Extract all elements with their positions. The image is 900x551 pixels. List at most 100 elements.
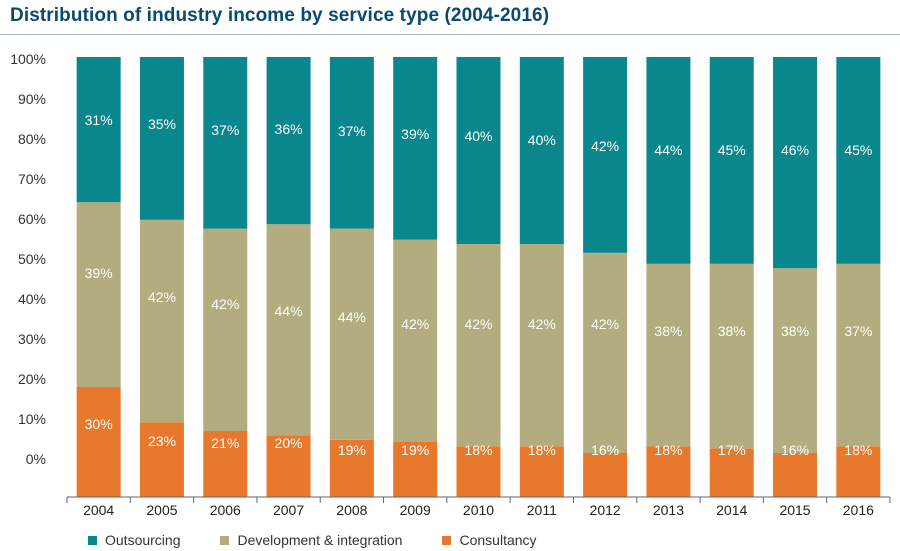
data-label-development-2006: 42%: [211, 296, 239, 312]
bar-consultancy-2016: [836, 446, 881, 497]
data-label-development-2005: 42%: [148, 289, 176, 305]
data-label-development-2004: 39%: [85, 265, 113, 281]
data-label-consultancy-2008: 19%: [338, 442, 366, 458]
x-tick-label: 2014: [716, 502, 747, 518]
data-label-outsourcing-2009: 39%: [401, 126, 429, 142]
bar-consultancy-2015: [773, 453, 818, 497]
data-label-consultancy-2009: 19%: [401, 442, 429, 458]
chart-legend: Outsourcing Development & integration Co…: [88, 532, 577, 548]
data-label-development-2009: 42%: [401, 316, 429, 332]
x-tick-label: 2007: [273, 502, 304, 518]
x-tick-label: 2008: [336, 502, 367, 518]
bar-development-2005: [139, 219, 184, 423]
bar-outsourcing-2011: [519, 57, 564, 244]
y-tick-label: 20%: [18, 371, 46, 387]
data-label-outsourcing-2008: 37%: [338, 123, 366, 139]
data-label-outsourcing-2007: 36%: [275, 121, 303, 137]
data-label-outsourcing-2004: 31%: [85, 112, 113, 128]
y-tick-label: 10%: [18, 411, 46, 427]
bar-consultancy-2010: [456, 446, 501, 497]
bar-outsourcing-2016: [836, 57, 881, 264]
data-label-consultancy-2014: 17%: [718, 442, 746, 458]
data-label-development-2014: 38%: [718, 323, 746, 339]
bar-development-2013: [646, 263, 691, 447]
bar-outsourcing-2010: [456, 57, 501, 244]
legend-item-outsourcing: Outsourcing: [88, 532, 180, 548]
data-label-consultancy-2007: 20%: [275, 435, 303, 451]
legend-label-outsourcing: Outsourcing: [105, 532, 181, 548]
bar-development-2014: [709, 263, 754, 449]
data-label-development-2010: 42%: [464, 316, 492, 332]
data-label-development-2013: 38%: [654, 323, 682, 339]
data-label-outsourcing-2010: 40%: [464, 128, 492, 144]
data-label-outsourcing-2012: 42%: [591, 138, 619, 154]
bar-consultancy-2008: [329, 439, 374, 497]
y-tick-label: 60%: [18, 211, 46, 227]
data-label-development-2008: 44%: [338, 309, 366, 325]
bar-outsourcing-2006: [203, 57, 248, 229]
y-tick-label: 30%: [18, 331, 46, 347]
bar-consultancy-2011: [519, 446, 564, 497]
x-tick-label: 2006: [210, 502, 241, 518]
legend-item-development: Development & integration: [220, 532, 402, 548]
data-label-outsourcing-2006: 37%: [211, 122, 239, 138]
x-tick-label: 2009: [400, 502, 431, 518]
data-label-development-2016: 37%: [844, 323, 872, 339]
bar-development-2010: [456, 244, 501, 447]
bar-development-2011: [519, 244, 564, 447]
bar-consultancy-2009: [393, 442, 438, 497]
y-tick-label: 70%: [18, 171, 46, 187]
data-label-consultancy-2012: 16%: [591, 442, 619, 458]
bar-consultancy-2013: [646, 446, 691, 497]
y-tick-label: 80%: [18, 131, 46, 147]
data-label-consultancy-2013: 18%: [654, 442, 682, 458]
data-label-development-2007: 44%: [275, 303, 303, 319]
data-label-outsourcing-2011: 40%: [528, 132, 556, 148]
bar-outsourcing-2007: [266, 57, 311, 225]
legend-label-consultancy: Consultancy: [459, 532, 537, 548]
bar-outsourcing-2005: [139, 57, 184, 220]
bar-outsourcing-2012: [583, 57, 628, 253]
bar-consultancy-2005: [139, 422, 184, 497]
x-tick-label: 2015: [779, 502, 810, 518]
x-tick-label: 2013: [653, 502, 684, 518]
stacked-bar-chart: 0% 10% 20% 30% 40% 50% 60% 70% 80% 90% 100% 30% 39% 3…: [10, 51, 891, 518]
bar-development-2008: [329, 228, 374, 440]
data-label-outsourcing-2015: 46%: [781, 142, 809, 158]
data-label-outsourcing-2013: 44%: [654, 142, 682, 158]
x-tick-label: 2005: [146, 502, 177, 518]
y-tick-label: 90%: [18, 91, 46, 107]
legend-item-consultancy: Consultancy: [442, 532, 537, 548]
bar-outsourcing-2009: [393, 57, 438, 240]
bar-development-2006: [203, 228, 248, 431]
bar-outsourcing-2008: [329, 57, 374, 229]
bar-outsourcing-2014: [709, 57, 754, 264]
y-tick-label: 40%: [18, 291, 46, 307]
legend-swatch-consultancy: [442, 535, 452, 545]
y-tick-label: 0%: [26, 451, 46, 467]
data-label-consultancy-2011: 18%: [528, 442, 556, 458]
title-divider: [0, 34, 900, 35]
data-label-development-2012: 42%: [591, 316, 619, 332]
bar-consultancy-2006: [203, 431, 248, 497]
bar-consultancy-2014: [709, 448, 754, 497]
data-label-development-2015: 38%: [781, 323, 809, 339]
legend-label-development: Development & integration: [237, 532, 403, 548]
y-tick-label: 100%: [10, 51, 46, 67]
bar-outsourcing-2015: [773, 57, 818, 269]
data-label-consultancy-2010: 18%: [464, 442, 492, 458]
bar-development-2015: [773, 268, 818, 453]
bar-development-2012: [583, 252, 628, 453]
bar-consultancy-2004: [76, 387, 121, 497]
x-tick-label: 2011: [527, 502, 557, 518]
bar-development-2009: [393, 239, 438, 442]
data-label-consultancy-2004: 30%: [85, 416, 113, 432]
data-label-development-2011: 42%: [528, 316, 556, 332]
bar-consultancy-2012: [583, 453, 628, 497]
bar-outsourcing-2013: [646, 57, 691, 264]
x-tick-label: 2012: [590, 502, 621, 518]
x-tick-label: 2004: [83, 502, 114, 518]
x-tick-label: 2010: [463, 502, 494, 518]
data-label-consultancy-2006: 21%: [211, 435, 239, 451]
bar-development-2004: [76, 202, 121, 387]
